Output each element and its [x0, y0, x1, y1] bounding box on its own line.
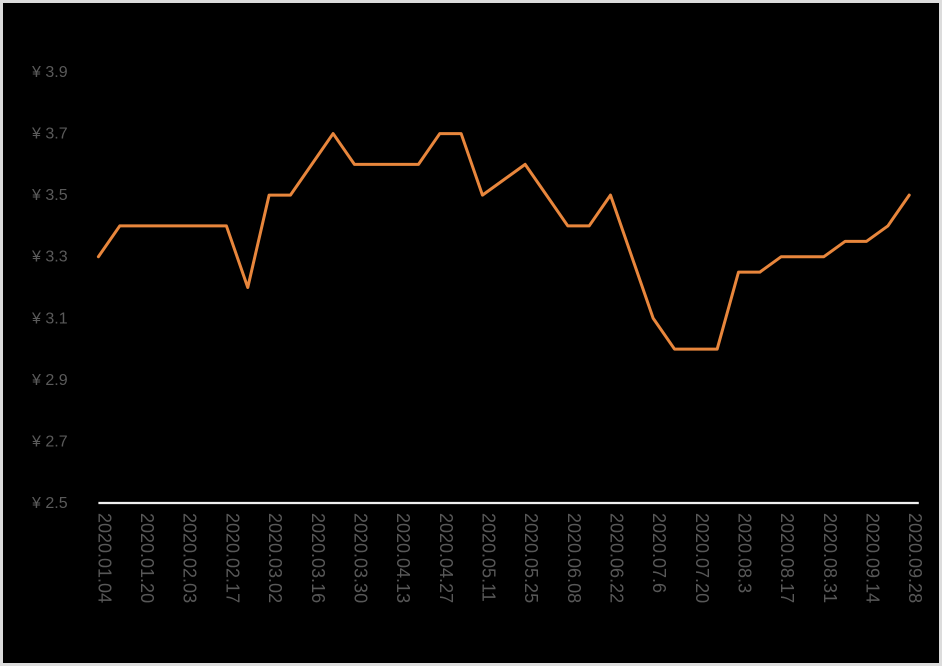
svg-text:2020.02.17: 2020.02.17: [222, 513, 242, 603]
svg-text:2020.06.08: 2020.06.08: [564, 513, 584, 603]
svg-text:¥ 3.3: ¥ 3.3: [31, 249, 68, 266]
svg-text:2020.07.6: 2020.07.6: [649, 513, 669, 593]
svg-text:¥ 3.9: ¥ 3.9: [31, 64, 68, 81]
svg-text:2020.09.14: 2020.09.14: [863, 513, 883, 603]
svg-text:2020.03.30: 2020.03.30: [350, 513, 370, 603]
svg-text:¥ 3.5: ¥ 3.5: [31, 187, 68, 204]
svg-text:¥ 3.7: ¥ 3.7: [31, 126, 68, 143]
svg-text:2020.03.16: 2020.03.16: [308, 513, 328, 603]
svg-text:¥ 2.7: ¥ 2.7: [31, 433, 68, 450]
svg-text:2020.04.27: 2020.04.27: [436, 513, 456, 603]
svg-text:2020.05.25: 2020.05.25: [521, 513, 541, 603]
svg-text:2020.06.22: 2020.06.22: [607, 513, 627, 603]
svg-text:2020.04.13: 2020.04.13: [393, 513, 413, 603]
svg-text:2020.01.20: 2020.01.20: [137, 513, 157, 603]
svg-text:¥ 2.5: ¥ 2.5: [31, 495, 68, 512]
svg-text:2020.03.02: 2020.03.02: [265, 513, 285, 603]
svg-text:2020.09.28: 2020.09.28: [905, 513, 925, 603]
svg-text:2020.05.11: 2020.05.11: [479, 513, 499, 602]
svg-text:2020.08.31: 2020.08.31: [820, 513, 840, 603]
svg-text:¥ 3.1: ¥ 3.1: [31, 310, 68, 327]
svg-text:2020.07.20: 2020.07.20: [692, 513, 712, 603]
svg-text:2020.01.04: 2020.01.04: [94, 513, 114, 603]
svg-text:2020.08.3: 2020.08.3: [735, 513, 755, 593]
svg-text:2020.08.17: 2020.08.17: [777, 513, 797, 603]
svg-text:2020.02.03: 2020.02.03: [180, 513, 200, 603]
svg-text:¥ 2.9: ¥ 2.9: [31, 372, 68, 389]
